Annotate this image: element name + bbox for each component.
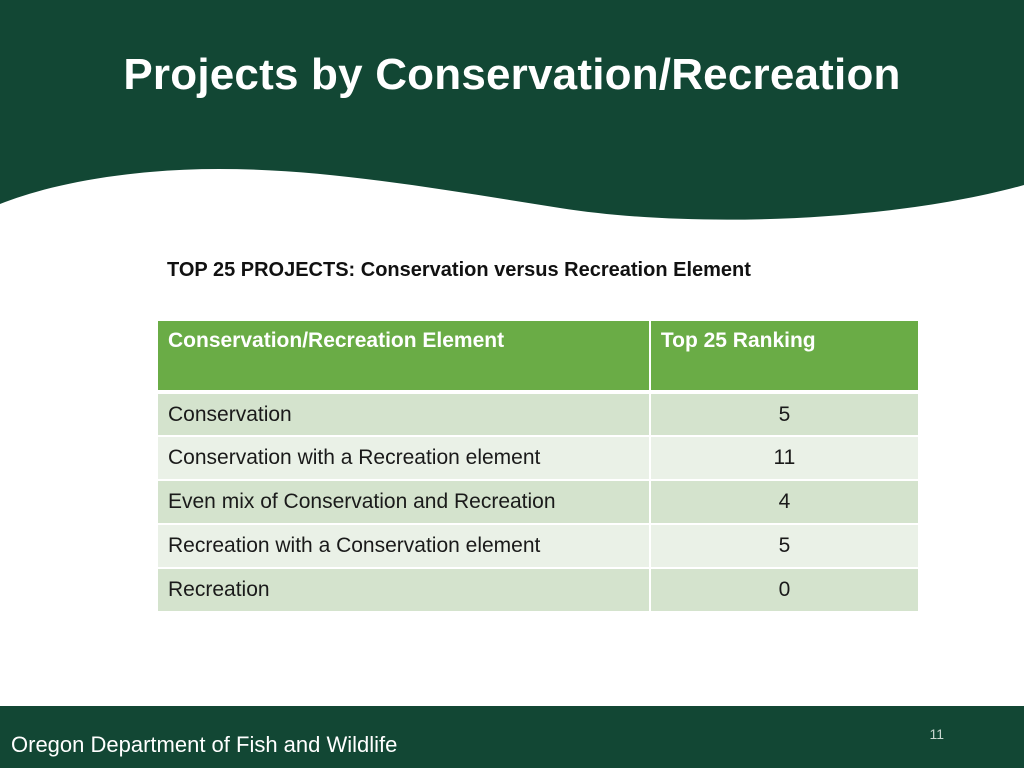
table-row: Recreation with a Conservation element 5 xyxy=(156,523,921,569)
page-number: 11 xyxy=(929,726,944,742)
projects-table: Conservation/Recreation Element Top 25 R… xyxy=(156,319,921,613)
slide-title: Projects by Conservation/Recreation xyxy=(123,50,901,99)
table-caption: TOP 25 PROJECTS: Conservation versus Rec… xyxy=(167,259,751,281)
cell-element: Recreation xyxy=(156,567,651,613)
cell-element: Conservation with a Recreation element xyxy=(156,435,651,481)
table-row: Recreation 0 xyxy=(156,567,921,613)
cell-element: Recreation with a Conservation element xyxy=(156,523,651,569)
cell-ranking: 5 xyxy=(648,391,921,437)
cell-element: Even mix of Conservation and Recreation xyxy=(156,479,651,525)
footer-band: Oregon Department of Fish and Wildlife 1… xyxy=(0,706,1024,768)
cell-ranking: 5 xyxy=(648,523,921,569)
header-wave-shape xyxy=(0,0,1024,220)
table-header-row: Conservation/Recreation Element Top 25 R… xyxy=(156,319,921,393)
table-row: Even mix of Conservation and Recreation … xyxy=(156,479,921,525)
cell-element: Conservation xyxy=(156,391,651,437)
header-band xyxy=(0,0,1024,230)
footer-organization: Oregon Department of Fish and Wildlife xyxy=(11,732,398,757)
cell-ranking: 11 xyxy=(648,435,921,481)
cell-ranking: 0 xyxy=(648,567,921,613)
header-ranking: Top 25 Ranking xyxy=(648,319,921,393)
table-row: Conservation with a Recreation element 1… xyxy=(156,435,921,481)
header-element: Conservation/Recreation Element xyxy=(156,319,651,393)
table-row: Conservation 5 xyxy=(156,391,921,437)
cell-ranking: 4 xyxy=(648,479,921,525)
